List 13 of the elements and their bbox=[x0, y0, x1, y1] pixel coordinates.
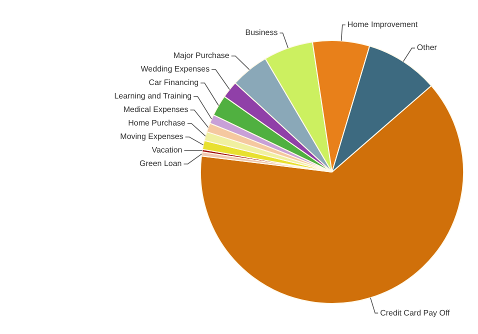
slice-label: Medical Expenses bbox=[123, 105, 188, 114]
slice-label: Credit Card Pay Off bbox=[380, 308, 451, 318]
slice-label: Learning and Training bbox=[114, 92, 192, 101]
slice-label: Vacation bbox=[152, 146, 182, 155]
slice-label: Home Improvement bbox=[347, 20, 418, 30]
slice-label: Other bbox=[416, 43, 438, 52]
slice-label: Car Financing bbox=[148, 78, 199, 88]
slice-label: Moving Expenses bbox=[120, 132, 184, 142]
slice-label: Green Loan bbox=[139, 159, 182, 168]
slice-label: Business bbox=[245, 28, 278, 38]
slice-label: Major Purchase bbox=[173, 51, 230, 60]
slice-label: Home Purchase bbox=[128, 118, 186, 128]
slice-label: Wedding Expenses bbox=[140, 64, 210, 74]
